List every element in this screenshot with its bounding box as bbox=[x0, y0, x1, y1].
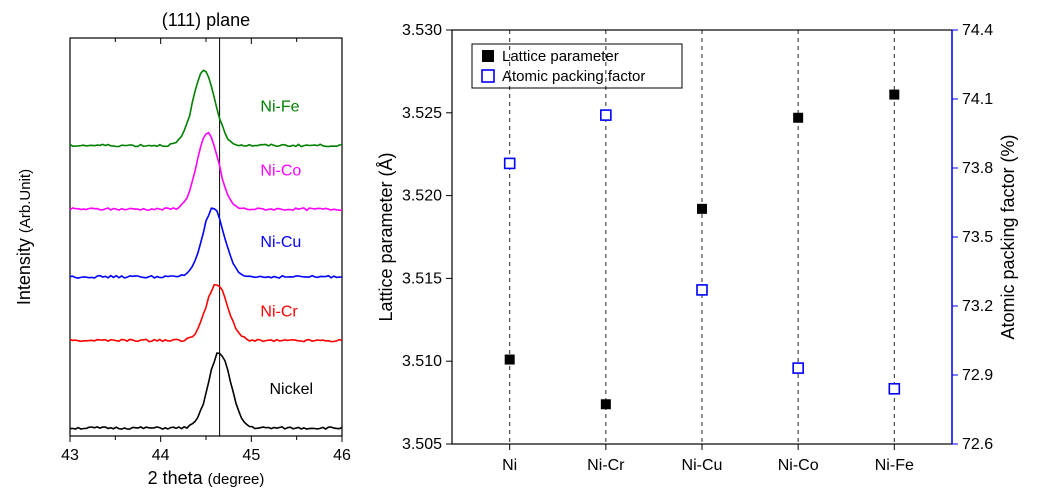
y2-axis-title: Atomic packing factor (%) bbox=[998, 134, 1018, 339]
lattice-apf-scatter: 3.505 3.510 3.515 3.520 3.525 3.530 72.6 72.9 73… bbox=[362, 0, 1042, 504]
legend-label-0: Lattice parameter bbox=[502, 48, 619, 65]
lattice-point-ni bbox=[505, 355, 515, 365]
svg-text:3.525: 3.525 bbox=[402, 105, 442, 122]
x-category-ni: Ni bbox=[502, 457, 517, 474]
y1-axis-title: Lattice parameter (Å) bbox=[376, 152, 396, 321]
chart-title-plane: (111) plane bbox=[162, 10, 250, 30]
lattice-point-ni-co bbox=[793, 113, 803, 123]
apf-point-ni-co bbox=[793, 363, 803, 373]
series-label-ni-cr: Ni-Cr bbox=[260, 304, 298, 321]
svg-text:46: 46 bbox=[333, 447, 351, 464]
svg-text:3.515: 3.515 bbox=[402, 270, 442, 287]
svg-text:3.505: 3.505 bbox=[402, 436, 442, 453]
series-label-nickel: Nickel bbox=[269, 381, 313, 398]
svg-text:74.4: 74.4 bbox=[962, 22, 993, 39]
legend-marker-0 bbox=[482, 50, 494, 62]
svg-text:73.8: 73.8 bbox=[962, 160, 993, 177]
svg-text:44: 44 bbox=[152, 447, 170, 464]
x-category-ni-cu: Ni-Cu bbox=[682, 457, 723, 474]
apf-point-ni bbox=[505, 158, 515, 168]
xrd-line-chart: (111) plane 43 44 45 46 2 theta (degree) Inten… bbox=[0, 0, 362, 504]
svg-text:43: 43 bbox=[61, 447, 79, 464]
svg-text:3.510: 3.510 bbox=[402, 353, 442, 370]
apf-point-ni-cr bbox=[601, 110, 611, 120]
svg-text:72.9: 72.9 bbox=[962, 367, 993, 384]
lattice-point-ni-cu bbox=[697, 204, 707, 214]
svg-text:73.2: 73.2 bbox=[962, 298, 993, 315]
series-label-ni-cu: Ni-Cu bbox=[260, 234, 301, 251]
series-label-ni-co: Ni-Co bbox=[260, 162, 301, 179]
svg-text:74.1: 74.1 bbox=[962, 91, 993, 108]
svg-text:72.6: 72.6 bbox=[962, 436, 993, 453]
legend-label-1: Atomic packing factor bbox=[502, 68, 645, 85]
y-axis-title: Intensity (Arb.Unit) bbox=[14, 169, 34, 305]
lattice-point-ni-cr bbox=[601, 399, 611, 409]
svg-text:45: 45 bbox=[242, 447, 260, 464]
series-label-ni-fe: Ni-Fe bbox=[260, 99, 299, 116]
svg-text:73.5: 73.5 bbox=[962, 229, 993, 246]
legend-marker-1 bbox=[482, 70, 494, 82]
lattice-point-ni-fe bbox=[889, 90, 899, 100]
x-category-ni-cr: Ni-Cr bbox=[587, 457, 625, 474]
svg-text:3.520: 3.520 bbox=[402, 188, 442, 205]
apf-point-ni-fe bbox=[889, 384, 899, 394]
x-axis-title: 2 theta (degree) bbox=[148, 468, 265, 488]
svg-text:3.530: 3.530 bbox=[402, 22, 442, 39]
x-category-ni-co: Ni-Co bbox=[778, 457, 819, 474]
x-category-ni-fe: Ni-Fe bbox=[875, 457, 914, 474]
apf-point-ni-cu bbox=[697, 285, 707, 295]
